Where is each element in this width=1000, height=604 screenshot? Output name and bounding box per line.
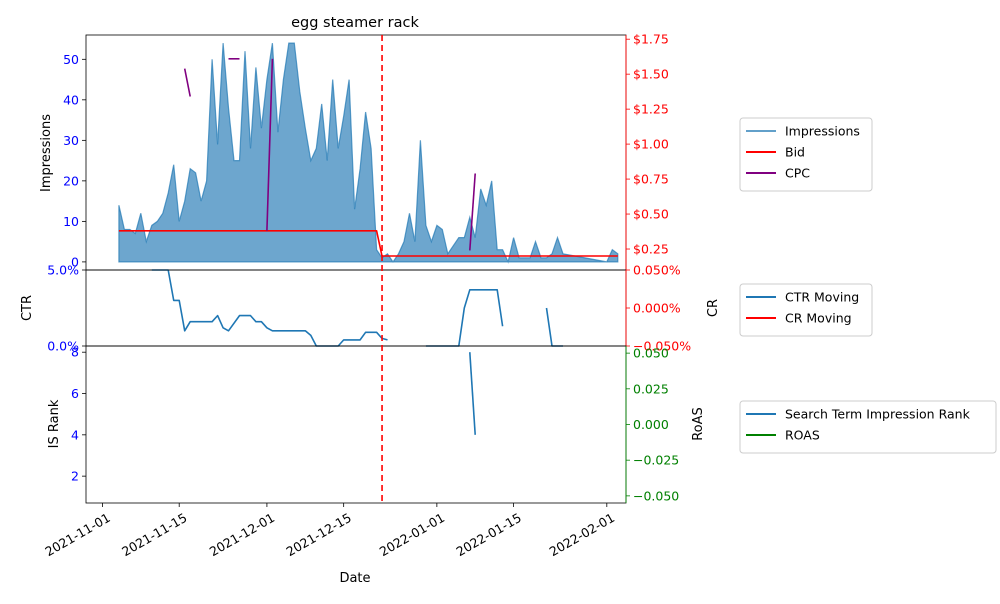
rank-panel-left-tick-label: 8 bbox=[71, 345, 79, 360]
cr-axis-label: CR bbox=[706, 299, 721, 317]
ctr-panel-frame bbox=[86, 270, 626, 346]
ctr-axis-label: CTR bbox=[20, 295, 35, 321]
impressions-panel-right-tick-label: $1.50 bbox=[633, 67, 669, 82]
ctr-panel: 0.0%5.0%−0.050%0.000%0.050% CTR CR bbox=[20, 263, 721, 354]
x-tick-label: 2022-01-01 bbox=[377, 510, 447, 559]
rank-panel-right-tick-label: 0.025 bbox=[633, 381, 669, 396]
rank-panel-right-tick-label: −0.025 bbox=[633, 453, 679, 468]
impressions-axis-label: Impressions bbox=[39, 114, 54, 192]
chart-title: egg steamer rack bbox=[291, 15, 419, 31]
ctr-panel-left-tick-label: 5.0% bbox=[47, 263, 79, 278]
x-tick-label: 2021-11-01 bbox=[42, 510, 112, 559]
impressions-panel-right-tick-label: $1.25 bbox=[633, 102, 669, 117]
x-tick-label: 2021-12-15 bbox=[284, 510, 354, 559]
rank-legend-label: Search Term Impression Rank bbox=[785, 407, 971, 422]
roas-axis-label: RoAS bbox=[691, 407, 706, 441]
x-tick-label: 2021-11-15 bbox=[119, 510, 189, 559]
ctr-legend-label: CTR Moving bbox=[785, 290, 859, 305]
ctr-panel-right-tick-label: 0.000% bbox=[633, 301, 681, 316]
ctr-panel-right-tick-label: 0.050% bbox=[633, 263, 681, 278]
rank-panel-right-tick-label: 0.000 bbox=[633, 417, 669, 432]
impressions-legend-label: Bid bbox=[785, 145, 805, 160]
impressions-panel-right-tick-label: $0.25 bbox=[633, 242, 669, 257]
impressions-panel-right-tick-label: $0.75 bbox=[633, 172, 669, 187]
rank-panel-left-tick-label: 4 bbox=[71, 427, 79, 442]
impressions-panel-left-tick-label: 20 bbox=[63, 173, 79, 188]
impressions-panel-left-tick-label: 10 bbox=[63, 214, 79, 229]
search-term-impression-rank-line bbox=[470, 352, 475, 435]
rank-panel-right-tick-label: 0.050 bbox=[633, 346, 669, 361]
x-tick-label: 2022-02-01 bbox=[547, 510, 617, 559]
rank-legend-label: ROAS bbox=[785, 428, 820, 443]
impressions-panel-right-tick-label: $1.75 bbox=[633, 32, 669, 47]
impressions-panel-left-tick-label: 50 bbox=[63, 52, 79, 67]
is-rank-axis-label: IS Rank bbox=[47, 399, 62, 448]
impressions-panel-right-tick-label: $1.00 bbox=[633, 137, 669, 152]
impressions-legend-label: CPC bbox=[785, 166, 810, 181]
impressions-legend-label: Impressions bbox=[785, 124, 860, 139]
x-tick-label: 2022-01-15 bbox=[453, 510, 523, 559]
rank-panel-left-tick-label: 2 bbox=[71, 469, 79, 484]
ctr-moving-line bbox=[547, 308, 564, 346]
rank-panel-frame bbox=[86, 346, 626, 503]
impressions-panel-right-tick-label: $0.50 bbox=[633, 207, 669, 222]
rank-panel-left-tick-label: 6 bbox=[71, 386, 79, 401]
cpc-line bbox=[185, 69, 191, 97]
ctr-moving-line bbox=[152, 270, 388, 346]
legends: Impressions Bid CPC CTR Moving CR Moving Sear… bbox=[740, 118, 996, 453]
impressions-panel-left-tick-label: 30 bbox=[63, 133, 79, 148]
ctr-legend-label: CR Moving bbox=[785, 311, 852, 326]
x-axis-label: Date bbox=[339, 571, 370, 586]
x-tick-label: 2021-12-01 bbox=[207, 510, 277, 559]
impressions-panel-left-tick-label: 40 bbox=[63, 92, 79, 107]
impressions-area bbox=[119, 43, 618, 262]
impressions-panel: 01020304050$0.25$0.50$0.75$1.00$1.25$1.5… bbox=[39, 32, 669, 270]
ctr-moving-line bbox=[426, 290, 503, 346]
rank-panel-right-tick-label: −0.050 bbox=[633, 488, 679, 503]
